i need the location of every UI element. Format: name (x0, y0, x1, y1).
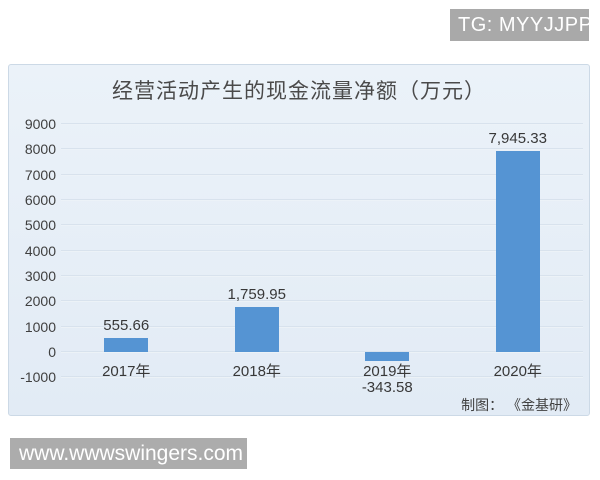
y-axis-tick-label: 1000 (24, 318, 56, 335)
gridline (61, 325, 583, 328)
y-axis-tick-label: -1000 (20, 369, 56, 386)
bar-value-label: -343.58 (361, 379, 413, 396)
y-axis-tick-label: 8000 (24, 141, 56, 158)
gridline (61, 350, 583, 353)
gridline (61, 173, 583, 176)
bar (234, 307, 279, 352)
y-axis-tick-label: 0 (48, 343, 56, 360)
gridline (61, 300, 583, 303)
gridline (61, 198, 583, 201)
gridline (61, 249, 583, 252)
x-axis-category-label: 2019年 (363, 363, 412, 380)
y-axis-tick-label: 5000 (24, 217, 56, 234)
bar-value-label: 7,945.33 (488, 129, 547, 147)
y-axis-tick-label: 9000 (24, 116, 56, 132)
chart-title: 经营活动产生的现金流量净额（万元） (112, 80, 486, 103)
bar (104, 337, 149, 352)
chart-panel: 9000 8000 7000 6000 5000 4000 3000 2000 1000 0 -10… (8, 64, 590, 416)
gridline (61, 274, 583, 277)
gridline (61, 224, 583, 227)
chart-credit: 制图： 《金基研》 (461, 397, 577, 413)
y-axis-tick-label: 2000 (24, 293, 56, 310)
x-axis-category-label: 2018年 (232, 363, 281, 380)
bar (365, 351, 410, 361)
bar-value-label: 1,759.95 (227, 286, 286, 304)
telegram-badge: TG: MYYJJPP (450, 9, 592, 41)
y-axis-tick-label: 3000 (24, 267, 56, 284)
y-axis-tick-label: 7000 (24, 166, 56, 183)
y-axis-tick-label: 4000 (24, 242, 56, 259)
bar (495, 150, 540, 352)
x-axis-category-label: 2017年 (102, 363, 151, 380)
gridline (61, 148, 583, 151)
gridline (61, 123, 583, 125)
bar-value-label: 555.66 (103, 316, 150, 334)
x-axis-category-label: 2020年 (493, 363, 542, 380)
plot-area: 9000 8000 7000 6000 5000 4000 3000 2000 1000 0 -10… (9, 65, 591, 417)
y-axis-tick-label: 6000 (24, 191, 56, 208)
watermark: www.wwwswingers.com (10, 438, 247, 469)
gridline (61, 376, 583, 379)
